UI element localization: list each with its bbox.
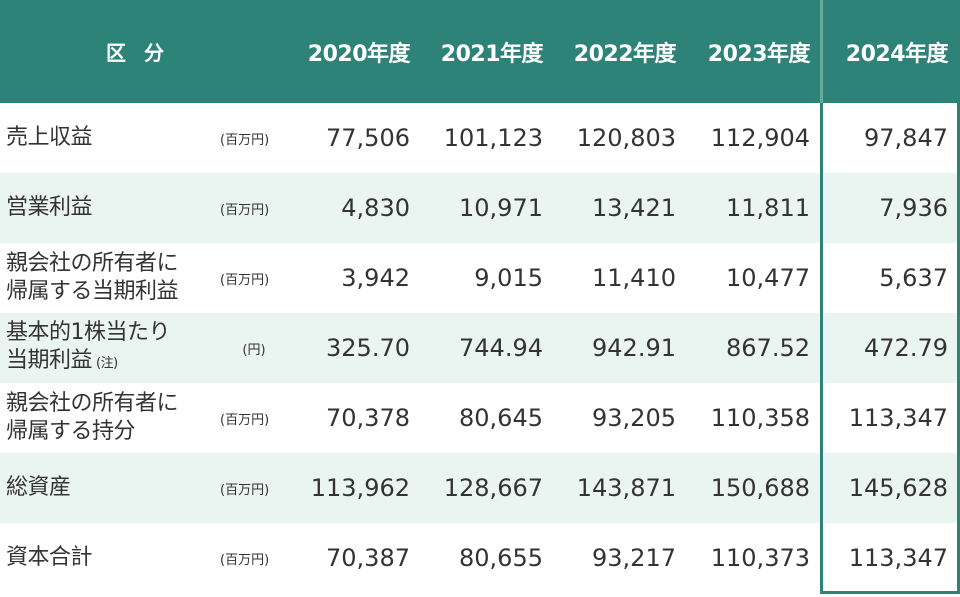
table-row-operating-profit: 営業利益 (百万円) 4,830 10,971 13,421 11,811 7,… [0, 173, 960, 243]
row-note: (注) [96, 355, 118, 371]
cell-value: 11,410 [592, 264, 676, 292]
row-unit: (百万円) [220, 412, 270, 428]
cell-value: 325.70 [288, 313, 420, 383]
row-label-line: 親会社の所有者に [6, 391, 179, 416]
cell-value: 744.94 [420, 313, 553, 383]
cell-value: 9,015 [474, 264, 543, 292]
row-label: 資本合計 [0, 523, 218, 593]
cell-value: 13,421 [553, 173, 686, 243]
table-row-revenue: 売上収益 (百万円) 77,506 101,123 120,803 112,90… [0, 103, 960, 173]
cell-value: 10,477 [726, 264, 810, 292]
cell-value: 11,811 [686, 173, 820, 243]
latest-year-divider [820, 0, 823, 103]
cell-value: 120,803 [576, 124, 676, 152]
cell-value-latest: 113,347 [848, 404, 948, 432]
cell-value: 150,688 [686, 453, 820, 523]
row-unit: (百万円) [220, 132, 270, 148]
cell-value: 942.91 [553, 313, 686, 383]
cell-value: 128,667 [420, 453, 553, 523]
cell-value-latest: 145,628 [820, 453, 960, 523]
cell-value-latest: 97,847 [864, 124, 948, 152]
cell-value: 80,655 [459, 544, 543, 572]
cell-value: 101,123 [443, 124, 543, 152]
row-label: 営業利益 [0, 173, 218, 243]
cell-value-latest: 7,936 [820, 173, 960, 243]
header-year-2022: 2022年度 [553, 0, 686, 103]
table-row-total-assets: 総資産 (百万円) 113,962 128,667 143,871 150,68… [0, 453, 960, 523]
row-unit: (円) [218, 313, 288, 383]
row-unit: (百万円) [218, 453, 288, 523]
row-label-line: 当期利益 [6, 347, 93, 373]
row-label: 売上収益 [0, 103, 218, 173]
row-unit: (百万円) [220, 552, 270, 568]
row-label-line: 基本的1株当たり [6, 319, 171, 345]
cell-value: 867.52 [686, 313, 820, 383]
cell-value-latest: 472.79 [820, 313, 960, 383]
cell-value: 113,962 [288, 453, 420, 523]
cell-value: 10,971 [420, 173, 553, 243]
cell-value: 3,942 [341, 264, 410, 292]
cell-value: 93,217 [592, 544, 676, 572]
table-body: 売上収益 (百万円) 77,506 101,123 120,803 112,90… [0, 103, 960, 593]
cell-value: 80,645 [459, 404, 543, 432]
header-year-2024: 2024年度 [820, 0, 960, 103]
header-category: 区分 [0, 0, 288, 103]
row-unit: (百万円) [220, 272, 270, 288]
cell-value: 4,830 [288, 173, 420, 243]
header-year-2021: 2021年度 [420, 0, 553, 103]
header-year-2020: 2020年度 [288, 0, 420, 103]
cell-value: 110,358 [710, 404, 810, 432]
row-label-line: 総資産 [6, 475, 71, 500]
row-label: 親会社の所有者に 帰属する持分 [0, 383, 218, 453]
row-label-line: 営業利益 [6, 195, 93, 220]
cell-value: 70,387 [326, 544, 410, 572]
row-label-line: 親会社の所有者に [6, 251, 179, 276]
row-label-line: 帰属する当期利益 [6, 279, 179, 304]
header-row: 区分 2020年度 2021年度 2022年度 2023年度 2024年度 [0, 0, 960, 103]
cell-value: 70,378 [326, 404, 410, 432]
row-label: 総資産 [0, 453, 218, 523]
cell-value: 110,373 [710, 544, 810, 572]
table-row-eps: 基本的1株当たり 当期利益 (注) (円) 325.70 744.94 942.91… [0, 313, 960, 383]
row-label: 基本的1株当たり 当期利益 (注) [0, 313, 218, 383]
row-label-line: 帰属する持分 [6, 419, 136, 444]
row-label: 親会社の所有者に 帰属する当期利益 [0, 243, 218, 313]
table-header: 区分 2020年度 2021年度 2022年度 2023年度 2024年度 [0, 0, 960, 103]
table-row-total-capital: 資本合計 (百万円) 70,387 80,655 93,217 110,373 … [0, 523, 960, 593]
row-unit: (百万円) [218, 173, 288, 243]
row-label-line: 売上収益 [6, 125, 93, 150]
cell-value: 77,506 [326, 124, 410, 152]
cell-value: 112,904 [710, 124, 810, 152]
cell-value: 93,205 [592, 404, 676, 432]
cell-value: 143,871 [553, 453, 686, 523]
cell-value-latest: 113,347 [848, 544, 948, 572]
row-label-line: 資本合計 [6, 545, 93, 570]
table-row-net-income: 親会社の所有者に 帰属する当期利益 (百万円) 3,942 9,015 11,41… [0, 243, 960, 313]
table-row-equity: 親会社の所有者に 帰属する持分 (百万円) 70,378 80,645 93,20… [0, 383, 960, 453]
header-year-2023: 2023年度 [686, 0, 820, 103]
cell-value-latest: 5,637 [879, 264, 948, 292]
